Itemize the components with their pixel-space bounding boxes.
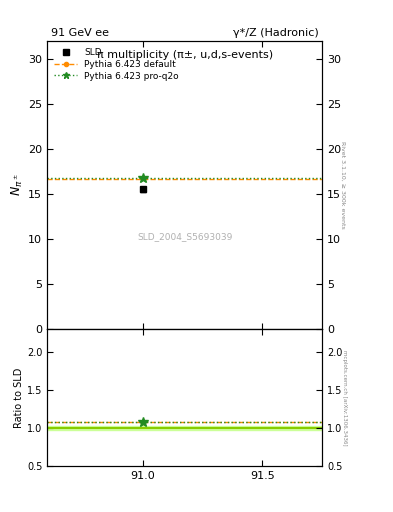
Legend: SLD, Pythia 6.423 default, Pythia 6.423 pro-q2o: SLD, Pythia 6.423 default, Pythia 6.423 …	[51, 46, 182, 83]
Text: SLD_2004_S5693039: SLD_2004_S5693039	[137, 232, 232, 241]
Text: π multiplicity (π±, u,d,s-events): π multiplicity (π±, u,d,s-events)	[97, 50, 273, 59]
Y-axis label: $N_{\pi^\pm}$: $N_{\pi^\pm}$	[10, 174, 26, 196]
Text: 91 GeV ee: 91 GeV ee	[51, 28, 109, 38]
Bar	[47, 425, 322, 430]
Y-axis label: mcplots.cern.ch [arXiv:1306.3436]: mcplots.cern.ch [arXiv:1306.3436]	[342, 350, 347, 445]
Text: γ*/Z (Hadronic): γ*/Z (Hadronic)	[233, 28, 318, 38]
Y-axis label: Ratio to SLD: Ratio to SLD	[14, 367, 24, 428]
Y-axis label: Rivet 3.1.10, ≥ 300k events: Rivet 3.1.10, ≥ 300k events	[340, 141, 345, 229]
